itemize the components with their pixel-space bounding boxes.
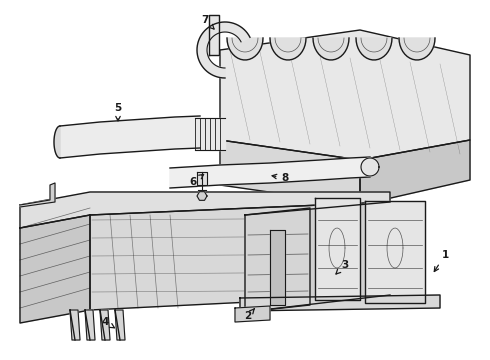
Text: 4: 4 xyxy=(101,317,115,328)
Polygon shape xyxy=(399,38,435,60)
Text: 3: 3 xyxy=(336,260,348,274)
Polygon shape xyxy=(170,157,370,188)
Polygon shape xyxy=(365,201,425,303)
Text: 6: 6 xyxy=(189,175,204,187)
Polygon shape xyxy=(70,310,80,340)
Polygon shape xyxy=(54,126,60,158)
Polygon shape xyxy=(270,230,285,305)
Polygon shape xyxy=(60,116,200,158)
Polygon shape xyxy=(197,192,207,200)
Polygon shape xyxy=(20,183,55,207)
Polygon shape xyxy=(235,306,270,322)
Polygon shape xyxy=(209,15,219,55)
Text: 1: 1 xyxy=(434,250,449,271)
Polygon shape xyxy=(270,38,306,60)
Polygon shape xyxy=(100,310,110,340)
Text: 8: 8 xyxy=(272,173,289,183)
Polygon shape xyxy=(313,38,349,60)
Polygon shape xyxy=(227,38,263,60)
Polygon shape xyxy=(356,38,392,60)
Polygon shape xyxy=(85,310,95,340)
Polygon shape xyxy=(20,192,390,228)
Polygon shape xyxy=(197,172,207,185)
Polygon shape xyxy=(220,30,470,160)
Polygon shape xyxy=(245,202,390,312)
Polygon shape xyxy=(197,22,250,78)
Text: 5: 5 xyxy=(114,103,122,121)
Polygon shape xyxy=(115,310,125,340)
Polygon shape xyxy=(245,208,310,312)
Polygon shape xyxy=(195,118,225,150)
Polygon shape xyxy=(360,140,470,205)
Polygon shape xyxy=(220,140,360,205)
Text: 2: 2 xyxy=(245,309,254,321)
Polygon shape xyxy=(240,295,440,311)
Polygon shape xyxy=(20,215,90,323)
Polygon shape xyxy=(315,198,360,300)
Text: 7: 7 xyxy=(201,15,214,29)
Polygon shape xyxy=(361,158,379,176)
Polygon shape xyxy=(90,202,390,310)
